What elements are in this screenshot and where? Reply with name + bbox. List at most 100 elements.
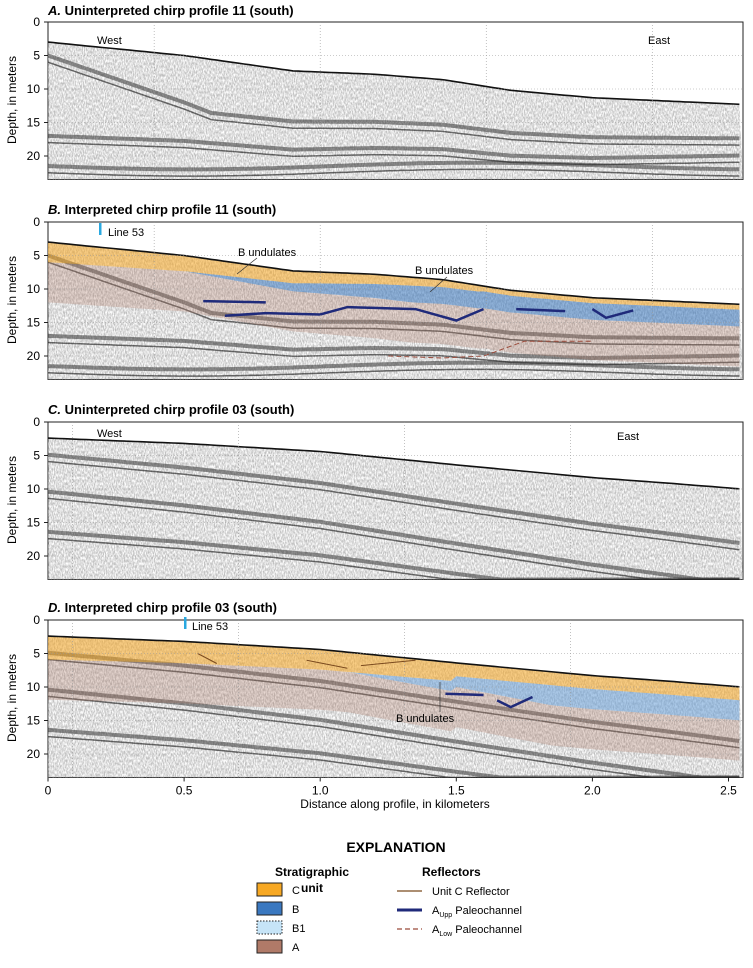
- reflector-band: [48, 141, 740, 166]
- reflector-band: [48, 160, 740, 172]
- reflector-band: [48, 687, 740, 778]
- x-tick-label: 2.0: [584, 783, 601, 797]
- reflector-band: [48, 658, 740, 749]
- y-tick-label: 5: [33, 249, 40, 263]
- y-axis-label-b: Depth, in meters: [5, 256, 19, 344]
- y-tick-label: 20: [27, 149, 41, 163]
- reflector-band: [48, 168, 740, 177]
- y-tick-label: 15: [27, 714, 41, 728]
- y-tick-label: 5: [33, 449, 40, 463]
- a-upp-paleochannel: [224, 305, 484, 322]
- unit-a-fill: [48, 659, 740, 761]
- east-label-c: East: [617, 431, 639, 443]
- seismic-panel-b: 0 5 10 15 20: [27, 215, 744, 380]
- unit-a-label: A: [292, 942, 300, 954]
- a-upp-paleochannel: [516, 307, 566, 313]
- unit-b1-label: B1: [292, 923, 305, 935]
- a-upp-paleochannel: [445, 692, 484, 697]
- unit-c-reflector: [360, 659, 416, 667]
- y-tick-label: 5: [33, 49, 40, 63]
- unit-a-fill: [48, 262, 740, 367]
- y-tick-label: 20: [27, 747, 41, 761]
- y-tick-label: 20: [27, 349, 41, 363]
- panel-a-title: A. Uninterpreted chirp profile 11 (south…: [47, 3, 294, 18]
- reflector-band: [48, 497, 740, 580]
- reflector-band: [48, 360, 740, 372]
- strat-title-1: Stratigraphic: [275, 865, 349, 879]
- y-axis-label-a: Depth, in meters: [5, 56, 19, 144]
- reflector-band: [48, 489, 740, 580]
- strat-title-2: unit: [301, 881, 323, 895]
- unit-c-reflector: [306, 659, 348, 669]
- reflector-band: [48, 133, 740, 161]
- a-low-paleochannel-label: ALow Paleochannel: [432, 924, 522, 938]
- y-tick-label: 0: [33, 415, 40, 429]
- y-axis-label-d: Depth, in meters: [5, 654, 19, 742]
- reflectors-title: Reflectors: [422, 865, 481, 879]
- unit-b-fill: [48, 262, 740, 327]
- y-tick-label: 5: [33, 647, 40, 661]
- panel-d-title: D. Interpreted chirp profile 03 (south): [48, 600, 277, 615]
- y-tick-label: 0: [33, 613, 40, 627]
- y-tick-label: 20: [27, 549, 41, 563]
- unit-b1-swatch: [256, 920, 283, 935]
- x-axis-label: Distance along profile, in kilometers: [300, 797, 489, 811]
- reflector-band: [48, 261, 740, 346]
- reflector-band: [48, 452, 740, 545]
- unit-b-label: B: [292, 904, 299, 916]
- y-tick-label: 10: [27, 82, 41, 96]
- west-label-a: West: [97, 35, 122, 47]
- line-53-label-b: Line 53: [108, 227, 144, 239]
- unit-b-fill: [48, 659, 740, 721]
- b-undulates-label-1: B undulates: [238, 247, 297, 259]
- x-tick-label: 2.5: [720, 783, 737, 797]
- b-undulates-label-d: B undulates: [396, 713, 455, 725]
- west-label-c: West: [97, 428, 122, 440]
- unit-c-reflector-label: Unit C Reflector: [432, 886, 510, 898]
- reflector-band: [48, 727, 740, 778]
- reflector-band: [48, 529, 740, 580]
- east-label-a: East: [648, 35, 670, 47]
- a-upp-paleochannel: [496, 695, 534, 709]
- leader-line: [236, 257, 258, 275]
- unit-a-swatch: [256, 939, 283, 954]
- line-53-label-d: Line 53: [192, 621, 228, 633]
- reflector-band: [48, 341, 740, 366]
- seafloor-line: [47, 437, 740, 490]
- seismic-panel-a: 0 5 10 15 20: [27, 15, 744, 180]
- reflector-band: [48, 333, 740, 361]
- y-tick-label: 10: [27, 680, 41, 694]
- a-upp-paleochannel-label: AUpp Paleochannel: [432, 905, 522, 919]
- explanation-legend: EXPLANATION Stratigraphic unit Reflector…: [256, 839, 522, 954]
- reflector-band: [48, 695, 740, 778]
- unit-b-swatch: [256, 901, 283, 916]
- b-undulates-label-2: B undulates: [415, 265, 474, 277]
- reflector-band: [48, 735, 740, 778]
- y-axis-label-c: Depth, in meters: [5, 456, 19, 544]
- line-53-marker-d: [184, 617, 187, 629]
- x-tick-label: 1.0: [312, 783, 329, 797]
- explanation-title: EXPLANATION: [346, 839, 445, 855]
- seafloor-line: [47, 241, 740, 306]
- reflector-band: [48, 650, 740, 743]
- reflector-band: [48, 460, 740, 551]
- panel-c-title: C. Uninterpreted chirp profile 03 (south…: [48, 402, 294, 417]
- seafloor-line: [47, 41, 740, 106]
- panel-b-title: B. Interpreted chirp profile 11 (south): [48, 202, 276, 217]
- x-tick-label: 0: [45, 783, 52, 797]
- y-tick-label: 15: [27, 116, 41, 130]
- x-tick-label: 0.5: [176, 783, 193, 797]
- reflector-band: [48, 61, 740, 146]
- y-tick-label: 15: [27, 316, 41, 330]
- a-low-paleochannel: [388, 340, 593, 359]
- y-tick-label: 15: [27, 516, 41, 530]
- a-upp-paleochannel: [203, 299, 266, 304]
- y-tick-label: 10: [27, 282, 41, 296]
- a-upp-paleochannel: [591, 308, 634, 320]
- unit-c-label: C: [292, 885, 300, 897]
- y-tick-label: 0: [33, 15, 40, 29]
- y-tick-label: 10: [27, 482, 41, 496]
- x-tick-label: 1.5: [448, 783, 465, 797]
- leader-line: [429, 276, 448, 293]
